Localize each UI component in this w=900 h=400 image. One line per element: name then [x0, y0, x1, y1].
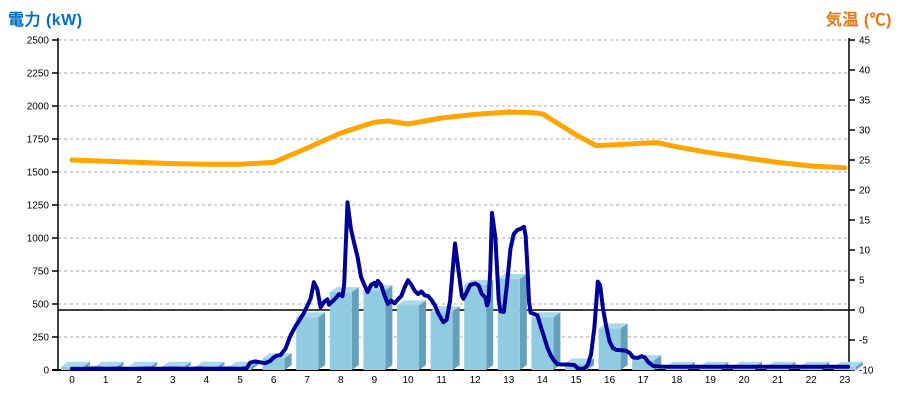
right-axis-tick-label: -5: [859, 336, 868, 347]
left-axis-tick-label: 1000: [27, 234, 50, 245]
x-axis-hour-label: 17: [638, 375, 650, 386]
left-axis-tick-label: 0: [43, 366, 49, 377]
x-axis-hour-label: 5: [237, 375, 243, 386]
left-axis-tick-label: 2500: [27, 36, 50, 47]
x-axis-hour-label: 23: [839, 375, 851, 386]
right-axis-tick-label: 10: [859, 246, 871, 257]
x-axis-hour-label: 9: [372, 375, 378, 386]
bar-hour-9: [363, 285, 393, 370]
left-axis-tick-label: 750: [32, 267, 49, 278]
x-axis-hour-label: 4: [204, 375, 210, 386]
x-axis-hour-label: 0: [69, 375, 75, 386]
left-axis-tick-label: 500: [32, 300, 49, 311]
left-axis-tick-label: 250: [32, 333, 49, 344]
x-axis-hour-label: 2: [136, 375, 142, 386]
right-axis-tick-label: 15: [859, 216, 871, 227]
x-axis-hour-label: 13: [503, 375, 515, 386]
x-axis-hour-label: 18: [671, 375, 683, 386]
bar-hour-8: [329, 287, 359, 370]
right-axis-tick-label: 25: [859, 156, 871, 167]
x-axis-hour-label: 22: [806, 375, 818, 386]
bar-hour-6: [262, 353, 292, 370]
right-axis-title: 気温 (℃): [825, 12, 892, 29]
x-axis-hour-label: 15: [570, 375, 582, 386]
right-axis-tick-label: 45: [859, 36, 871, 47]
left-axis-tick-label: 1750: [27, 135, 50, 146]
right-axis-tick-label: 0: [859, 306, 865, 317]
bar-hour-11: [430, 306, 460, 370]
left-axis-title: 電力 (kW): [8, 12, 83, 29]
right-axis-tick-label: 35: [859, 96, 871, 107]
x-axis-hour-label: 19: [705, 375, 717, 386]
x-axis-hour-label: 8: [338, 375, 344, 386]
right-axis-tick-label: 40: [859, 66, 871, 77]
x-axis-hour-label: 1: [103, 375, 109, 386]
x-axis-hour-label: 10: [402, 375, 414, 386]
left-axis-tick-label: 2000: [27, 102, 50, 113]
right-axis-tick-label: 20: [859, 186, 871, 197]
bar-hour-13: [497, 273, 527, 370]
temperature-line: [69, 109, 848, 171]
x-axis-hour-label: 20: [738, 375, 750, 386]
x-axis-hour-label: 3: [170, 375, 176, 386]
gridlines: [58, 39, 849, 338]
left-axis-tick-label: 1250: [27, 201, 50, 212]
right-axis-tick-label: 30: [859, 126, 871, 137]
x-axis-hour-label: 21: [772, 375, 784, 386]
x-axis-hour-label: 7: [304, 375, 310, 386]
bar-hour-12: [464, 279, 494, 370]
power-line: [70, 200, 851, 371]
x-axis-hour-label: 6: [271, 375, 277, 386]
right-axis-tick-label: -10: [859, 366, 874, 377]
x-axis-hour-label: 12: [470, 375, 482, 386]
x-axis-hour-label: 14: [537, 375, 549, 386]
right-axis-tick-label: 5: [859, 276, 865, 287]
bar-hour-10: [397, 300, 426, 370]
right-axis: -10 -5 0 5 10 15 20 25 30 35 40 45: [849, 36, 874, 377]
left-axis-tick-label: 1500: [27, 168, 50, 179]
left-axis: 0 250 500 750 1000 1250 1500 1750 2000 2250 2500: [27, 36, 58, 377]
x-axis-labels: 0 1 2 3 4 5 6 7 8 9 10 11 12 13 14 15 16 17 18 19 20 21 22 23: [69, 375, 851, 386]
bar-hour-7: [296, 312, 326, 370]
left-axis-tick-label: 2250: [27, 69, 50, 80]
x-axis-hour-label: 16: [604, 375, 616, 386]
x-axis-hour-label: 11: [436, 375, 447, 386]
